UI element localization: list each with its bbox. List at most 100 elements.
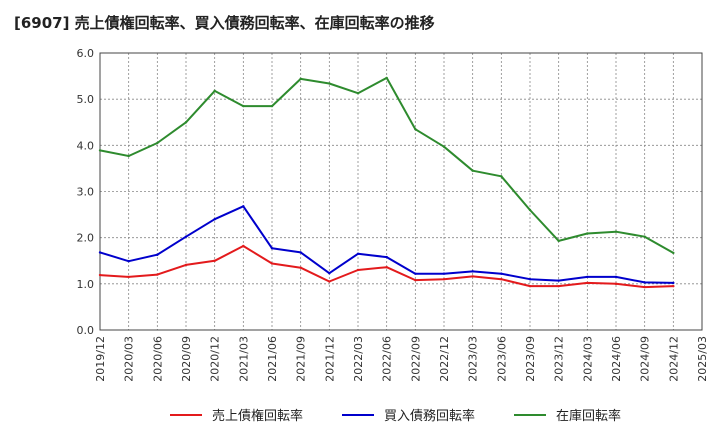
data-point [643,281,646,284]
x-tick-label: 2021/12 [323,336,336,382]
x-tick-label: 2023/12 [553,336,566,382]
data-point [557,284,560,288]
data-point [213,89,216,93]
data-point [500,272,503,275]
data-point [414,278,417,282]
data-point [184,263,188,267]
data-point [385,266,388,269]
x-tick-label: 2020/12 [209,336,222,382]
data-point [557,239,560,243]
data-point [586,275,589,279]
data-point [414,127,417,131]
data-point [156,273,159,276]
axis-layer: 0.0 1.0 2.0 3.0 4.0 5.0 6.0 2019/12 2020/03 2020/… [77,47,710,382]
data-point [299,251,302,254]
x-tick-label: 2024/12 [667,336,680,382]
x-tick-label: 2020/06 [151,336,164,382]
data-point [528,208,532,212]
data-point [500,278,503,281]
x-tick-label: 2024/09 [639,336,652,382]
x-tick-label: 2025/03 [696,336,709,382]
data-point [672,251,675,255]
data-point [270,104,274,108]
data-point [442,145,446,148]
x-tick-label: 2024/03 [581,336,594,382]
data-point [213,218,216,221]
data-point [127,275,130,279]
chart-title: [6907] 売上債権回転率、買入債務回転率、在庫回転率の推移 [14,14,435,32]
x-tick-label: 2024/06 [610,336,623,382]
x-tick-label: 2021/06 [266,336,279,382]
data-point [614,275,618,279]
data-point [156,253,159,256]
data-point [213,259,216,262]
x-tick-label: 2021/09 [295,336,308,382]
data-point [672,281,675,285]
data-point [586,281,589,285]
data-point [414,272,417,275]
x-tick-label: 2023/09 [524,336,537,382]
data-point [614,282,618,286]
y-tick-label: 2.0 [77,232,95,245]
legend-layer: 売上債権回転率 買入債務回転率 在庫回転率 [170,408,621,424]
y-tick-label: 4.0 [77,139,95,152]
data-point [242,104,245,108]
data-point [242,244,245,248]
y-tick-label: 5.0 [77,93,95,106]
data-point [643,285,646,289]
data-point [471,169,474,172]
data-point [500,175,503,178]
data-point [356,268,360,272]
data-point [98,251,102,254]
data-point [328,272,331,275]
x-tick-label: 2020/09 [180,336,193,382]
data-point [98,149,102,152]
data-point [442,278,446,281]
legend-label-1: 売上債権回転率 [212,408,303,424]
y-tick-label: 0.0 [77,324,95,337]
data-point [156,141,159,145]
y-tick-label: 3.0 [77,186,95,199]
data-point [242,205,245,208]
data-point [471,270,474,273]
data-point [586,232,589,235]
data-point [557,279,560,282]
legend-label-2: 買入債務回転率 [384,408,475,424]
data-point [385,76,388,80]
x-tick-label: 2022/06 [381,336,394,382]
data-point [270,247,274,250]
data-point [270,262,274,265]
x-tick-label: 2020/03 [123,336,136,382]
x-tick-label: 2023/03 [467,336,480,382]
data-point [356,91,360,95]
data-point [672,284,675,288]
data-point [356,252,360,256]
data-point [528,278,532,281]
data-point [184,121,188,124]
plot-frame [99,52,703,331]
data-point [127,260,130,263]
data-point [471,275,474,278]
data-point [614,230,618,233]
y-tick-label: 1.0 [77,278,95,291]
data-point [184,235,188,238]
legend-label-3: 在庫回転率 [556,408,621,424]
x-tick-label: 2021/03 [237,336,250,382]
data-point [127,154,130,158]
data-point [442,272,446,275]
data-point [299,77,302,81]
x-tick-label: 2019/12 [94,336,107,382]
data-point [328,82,331,85]
data-point [98,273,102,277]
grid-layer [100,53,702,330]
data-point [328,280,331,283]
data-point [643,235,646,238]
x-tick-label: 2022/09 [409,336,422,382]
x-tick-label: 2023/06 [495,336,508,382]
data-point [385,255,388,259]
y-tick-label: 6.0 [77,47,95,60]
data-point [528,284,532,288]
data-point [299,266,302,269]
series-layer [98,76,675,289]
